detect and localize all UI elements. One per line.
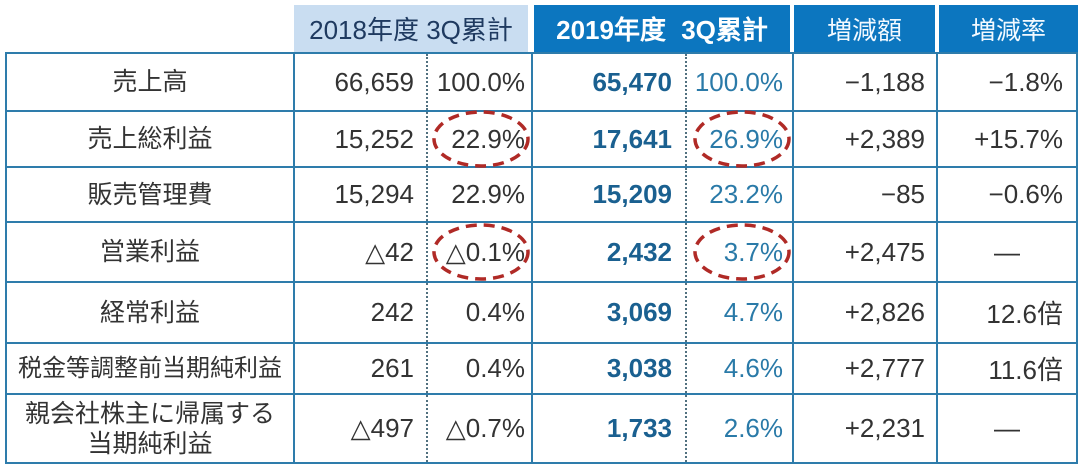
cell-delta-amount: +2,231: [794, 395, 938, 462]
table-body: 売上高 66,659 100.0% 65,470 100.0% −1,188 −1.8% 売上…: [5, 52, 1078, 464]
column-header-delta-amount-label: 増減額: [826, 16, 902, 45]
cell-2019-value: 2,432: [533, 223, 687, 281]
cell-delta-amount: +2,475: [794, 223, 938, 281]
column-header-delta-rate-label: 増減率: [970, 16, 1046, 45]
cell-2019-percent: 26.9%: [687, 112, 794, 166]
column-header-2019: 2019年度 3Q累計: [534, 5, 790, 52]
cell-2018-value: 66,659: [295, 54, 428, 110]
cell-delta-amount: +2,389: [794, 112, 938, 166]
cell-delta-amount: −85: [794, 168, 938, 221]
cell-2018-value: △497: [295, 395, 428, 462]
column-header-delta-amount: 増減額: [794, 5, 935, 52]
cell-2018-percent: 22.9%: [428, 168, 533, 221]
row-label: 経常利益: [7, 283, 295, 342]
cell-2019-percent: 4.6%: [687, 344, 794, 393]
cell-delta-amount: −1,188: [794, 54, 938, 110]
cell-2018-percent: △0.1%: [428, 223, 533, 281]
cell-delta-rate: ―: [994, 413, 1020, 443]
row-label: 親会社株主に帰属する当期純利益: [7, 395, 295, 462]
column-header-2018: 2018年度 3Q累計: [294, 5, 528, 52]
cell-2019-percent: 2.6%: [687, 395, 794, 462]
cell-2018-value: 15,252: [295, 112, 428, 166]
cell-2019-percent: 23.2%: [687, 168, 794, 221]
cell-2019-value: 65,470: [533, 54, 687, 110]
cell-2019-value: 3,038: [533, 344, 687, 393]
column-header-2018-label: 2018年度 3Q累計: [309, 15, 513, 45]
cell-2018-percent: 0.4%: [428, 283, 533, 342]
row-label: 売上総利益: [7, 112, 295, 166]
table-row: 売上総利益 15,252 22.9% 17,641 26.9% +2,389 +15.7%: [7, 112, 1076, 168]
cell-delta-rate: 12.6倍: [986, 299, 1063, 329]
cell-2018-percent: 22.9%: [428, 112, 533, 166]
cell-2018-value: 261: [295, 344, 428, 393]
table-row: 経常利益 242 0.4% 3,069 4.7% +2,826 12.6倍: [7, 283, 1076, 344]
table-row: 売上高 66,659 100.0% 65,470 100.0% −1,188 −1.8%: [7, 54, 1076, 112]
table-row: 税金等調整前当期純利益 261 0.4% 3,038 4.6% +2,777 11.6倍: [7, 344, 1076, 395]
table-row: 営業利益 △42 △0.1% 2,432 3.7% +2,475 ―: [7, 223, 1076, 283]
cell-delta-amount: +2,777: [794, 344, 938, 393]
cell-2018-percent: 100.0%: [428, 54, 533, 110]
cell-2019-value: 15,209: [533, 168, 687, 221]
cell-delta-rate: +15.7%: [974, 123, 1063, 154]
cell-2018-percent: 0.4%: [428, 344, 533, 393]
cell-delta-rate: 11.6倍: [988, 355, 1063, 385]
cell-2018-value: △42: [295, 223, 428, 281]
cell-2019-percent: 3.7%: [687, 223, 794, 281]
row-label: 税金等調整前当期純利益: [7, 344, 295, 393]
cell-2018-value: 15,294: [295, 168, 428, 221]
row-label: 営業利益: [7, 223, 295, 281]
cell-2019-value: 1,733: [533, 395, 687, 462]
row-label: 売上高: [7, 54, 295, 110]
cell-2019-percent: 100.0%: [687, 54, 794, 110]
cell-2019-value: 17,641: [533, 112, 687, 166]
cell-delta-amount: +2,826: [794, 283, 938, 342]
table-row: 販売管理費 15,294 22.9% 15,209 23.2% −85 −0.6%: [7, 168, 1076, 223]
cell-2019-percent: 4.7%: [687, 283, 794, 342]
cell-2018-value: 242: [295, 283, 428, 342]
cell-delta-rate: −1.8%: [988, 66, 1063, 97]
cell-2018-percent: △0.7%: [428, 395, 533, 462]
cell-delta-rate: ―: [994, 236, 1020, 267]
table-row: 親会社株主に帰属する当期純利益 △497 △0.7% 1,733 2.6% +2,231 ―: [7, 395, 1076, 462]
cell-2019-value: 3,069: [533, 283, 687, 342]
cell-delta-rate: −0.6%: [988, 179, 1063, 209]
column-header-delta-rate: 増減率: [939, 5, 1078, 52]
column-header-2019-label: 2019年度 3Q累計: [556, 15, 768, 45]
row-label: 販売管理費: [7, 168, 295, 221]
